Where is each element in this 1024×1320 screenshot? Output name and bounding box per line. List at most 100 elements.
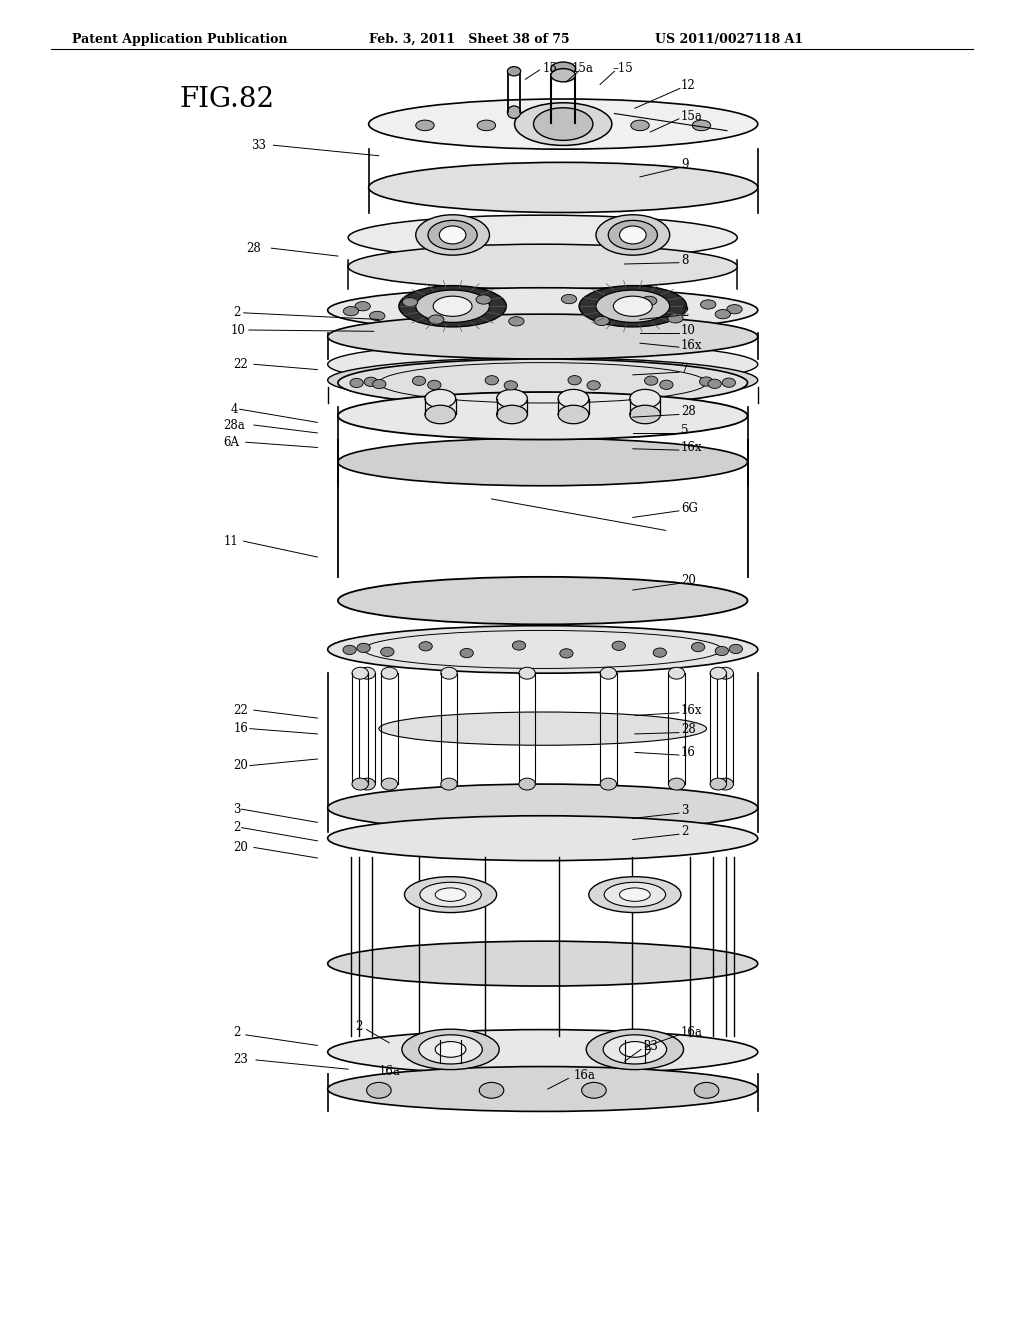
Text: 28a: 28a	[223, 418, 245, 432]
Ellipse shape	[416, 290, 489, 322]
Ellipse shape	[700, 300, 716, 309]
Text: 15: 15	[543, 62, 558, 75]
Ellipse shape	[402, 1030, 500, 1069]
Ellipse shape	[420, 882, 481, 907]
Ellipse shape	[357, 643, 371, 652]
Text: 8: 8	[681, 253, 688, 267]
Ellipse shape	[367, 1082, 391, 1098]
Ellipse shape	[613, 296, 652, 317]
Ellipse shape	[653, 648, 667, 657]
Text: 16x: 16x	[681, 704, 702, 717]
Text: 2: 2	[233, 1026, 241, 1039]
Text: 6G: 6G	[681, 502, 697, 515]
Text: 28: 28	[681, 723, 695, 737]
Ellipse shape	[534, 108, 593, 140]
Ellipse shape	[604, 882, 666, 907]
Ellipse shape	[504, 380, 517, 389]
Text: 20: 20	[233, 759, 249, 772]
Text: 23: 23	[233, 1053, 249, 1067]
Text: 3: 3	[681, 804, 688, 817]
Ellipse shape	[729, 644, 742, 653]
Text: 28: 28	[681, 405, 695, 418]
Ellipse shape	[328, 288, 758, 333]
Ellipse shape	[620, 1041, 650, 1057]
Ellipse shape	[419, 1035, 482, 1064]
Ellipse shape	[620, 226, 646, 244]
Ellipse shape	[561, 294, 577, 304]
Ellipse shape	[435, 1041, 466, 1057]
Text: 10: 10	[681, 323, 696, 337]
Ellipse shape	[589, 876, 681, 912]
Ellipse shape	[433, 296, 472, 317]
Ellipse shape	[631, 120, 649, 131]
Text: 16a: 16a	[379, 1065, 400, 1078]
Ellipse shape	[402, 297, 418, 306]
Text: 28: 28	[246, 242, 260, 255]
Ellipse shape	[425, 405, 456, 424]
Ellipse shape	[659, 380, 673, 389]
Text: 15a: 15a	[571, 62, 593, 75]
Ellipse shape	[328, 626, 758, 673]
Ellipse shape	[551, 69, 575, 82]
Ellipse shape	[381, 647, 394, 656]
Ellipse shape	[348, 244, 737, 289]
Ellipse shape	[348, 215, 737, 260]
Text: 7: 7	[681, 363, 688, 376]
Ellipse shape	[644, 376, 657, 385]
Ellipse shape	[352, 668, 369, 680]
Ellipse shape	[485, 376, 499, 385]
Ellipse shape	[600, 668, 616, 680]
Ellipse shape	[519, 668, 536, 680]
Ellipse shape	[338, 438, 748, 486]
Text: 4: 4	[230, 403, 238, 416]
Text: 11: 11	[223, 535, 238, 548]
Ellipse shape	[497, 405, 527, 424]
Text: 16: 16	[233, 722, 249, 735]
Ellipse shape	[717, 668, 733, 680]
Text: Feb. 3, 2011   Sheet 38 of 75: Feb. 3, 2011 Sheet 38 of 75	[369, 33, 569, 46]
Ellipse shape	[508, 67, 520, 75]
Ellipse shape	[428, 380, 441, 389]
Ellipse shape	[379, 711, 707, 746]
Text: 20: 20	[233, 841, 249, 854]
Ellipse shape	[568, 376, 582, 385]
Ellipse shape	[359, 668, 376, 680]
Text: 20: 20	[681, 574, 696, 587]
Text: 2: 2	[233, 821, 241, 834]
Ellipse shape	[560, 648, 573, 657]
Text: 9: 9	[681, 158, 688, 172]
Ellipse shape	[512, 642, 525, 651]
Ellipse shape	[558, 405, 589, 424]
Ellipse shape	[708, 379, 721, 388]
Ellipse shape	[477, 120, 496, 131]
Text: 2: 2	[233, 306, 241, 319]
Ellipse shape	[440, 777, 457, 789]
Ellipse shape	[710, 777, 726, 789]
Text: Patent Application Publication: Patent Application Publication	[72, 33, 287, 46]
Text: US 2011/0027118 A1: US 2011/0027118 A1	[655, 33, 804, 46]
Ellipse shape	[641, 296, 656, 305]
Text: 33: 33	[251, 139, 266, 152]
Ellipse shape	[328, 1030, 758, 1074]
Ellipse shape	[603, 1035, 667, 1064]
Ellipse shape	[694, 1082, 719, 1098]
Ellipse shape	[460, 648, 473, 657]
Text: 15a: 15a	[681, 110, 702, 123]
Ellipse shape	[630, 389, 660, 408]
Text: 16: 16	[681, 746, 696, 759]
Ellipse shape	[497, 389, 527, 408]
Ellipse shape	[669, 777, 685, 789]
Text: 16x: 16x	[681, 339, 702, 352]
Text: 3: 3	[233, 803, 241, 816]
Text: 16a: 16a	[681, 1026, 702, 1039]
Ellipse shape	[727, 305, 742, 314]
Ellipse shape	[710, 668, 726, 680]
Ellipse shape	[699, 378, 713, 387]
Ellipse shape	[416, 215, 489, 255]
Ellipse shape	[328, 941, 758, 986]
Text: 5: 5	[681, 424, 688, 437]
Text: 2: 2	[681, 306, 688, 319]
Text: 22: 22	[233, 704, 248, 717]
Ellipse shape	[439, 226, 466, 244]
Ellipse shape	[717, 777, 733, 789]
